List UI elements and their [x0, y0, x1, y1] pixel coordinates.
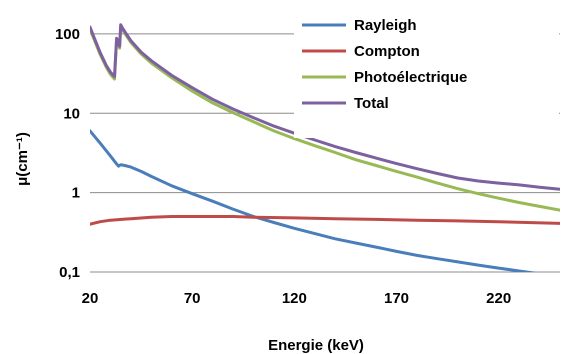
series-line-total — [90, 23, 560, 191]
legend-label: Rayleigh — [354, 17, 417, 34]
y-axis-title: μ(cm⁻¹) — [14, 132, 31, 186]
y-tick-label: 100 — [55, 26, 80, 43]
x-tick-labels: 20 70 120 170 220 — [82, 290, 512, 307]
legend-label: Compton — [354, 43, 420, 60]
y-tick-label: 1 — [72, 185, 80, 202]
legend-box — [294, 10, 559, 138]
legend: Rayleigh Compton Photoélectrique Total — [294, 10, 559, 138]
y-tick-label: 10 — [63, 105, 80, 122]
y-tick-labels: 0,1 1 10 100 — [55, 26, 80, 281]
x-tick-label: 170 — [384, 290, 409, 307]
series-lines — [90, 23, 560, 272]
series-line-compton — [90, 215, 560, 226]
x-tick-label: 120 — [282, 290, 307, 307]
legend-label: Photoélectrique — [354, 69, 467, 86]
y-tick-label: 0,1 — [59, 264, 80, 281]
x-tick-label: 220 — [486, 290, 511, 307]
x-tick-label: 70 — [184, 290, 201, 307]
legend-label: Total — [354, 95, 389, 112]
x-axis-title: Energie (keV) — [268, 337, 364, 354]
series-line-rayleigh — [90, 129, 538, 272]
x-tick-label: 20 — [82, 290, 99, 307]
